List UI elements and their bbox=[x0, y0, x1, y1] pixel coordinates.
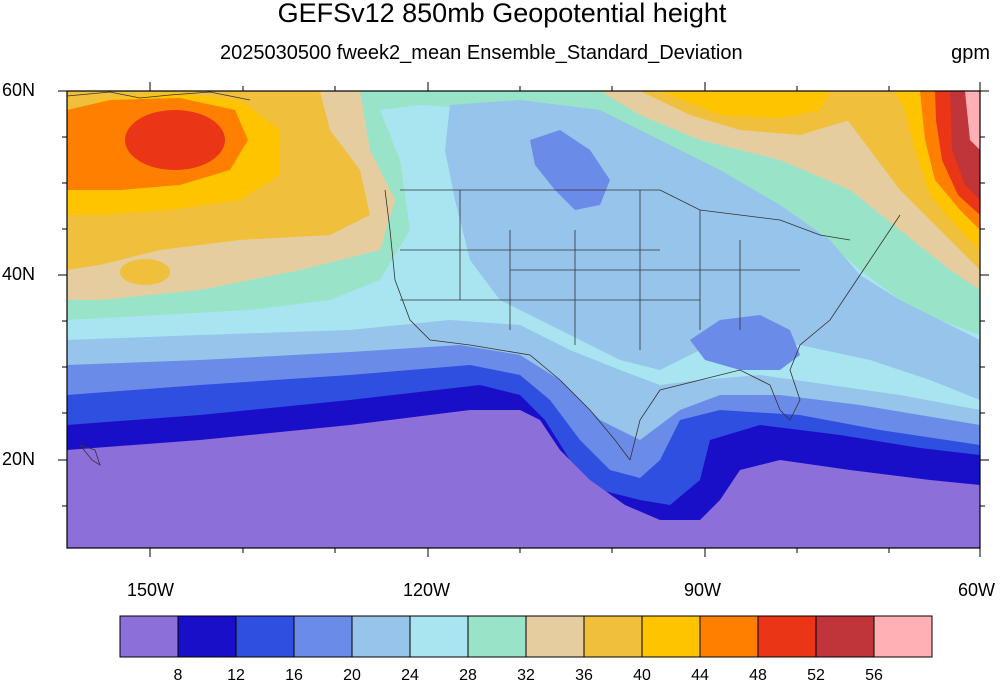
colorbar-swatch bbox=[583, 615, 643, 658]
colorbar-level-label: 56 bbox=[865, 667, 883, 684]
colorbar-swatch bbox=[177, 615, 237, 658]
colorbar-swatch bbox=[119, 615, 179, 658]
colorbar-swatch bbox=[351, 615, 411, 658]
lat-label-60n: 60N bbox=[2, 80, 36, 100]
colorbar-level-label: 32 bbox=[517, 667, 535, 684]
contour-band-max bbox=[965, 91, 980, 150]
colorbar-level-label: 28 bbox=[459, 667, 477, 684]
map-frame bbox=[66, 90, 981, 549]
contour-band-52-56-west bbox=[125, 110, 225, 170]
contour-blob-20-24-southeast bbox=[690, 315, 800, 370]
lon-ticks bbox=[149, 82, 981, 557]
colorbar-level-label: 20 bbox=[343, 667, 361, 684]
colorbar-swatch bbox=[873, 615, 933, 658]
contour-blob-40 bbox=[120, 259, 170, 285]
lon-label-90w: 90W bbox=[684, 580, 722, 600]
colorbar-swatch bbox=[525, 615, 585, 658]
lat-label-20n: 20N bbox=[2, 449, 36, 469]
contour-band-44-48-north bbox=[660, 91, 830, 118]
colorbar-swatch bbox=[293, 615, 353, 658]
colorbar-swatch bbox=[409, 615, 469, 658]
colorbar-swatch bbox=[641, 615, 701, 658]
colorbar bbox=[119, 615, 933, 658]
colorbar-level-label: 40 bbox=[633, 667, 651, 684]
lon-label-150w: 150W bbox=[127, 580, 175, 600]
lon-label-120w: 120W bbox=[403, 580, 451, 600]
colorbar-level-label: 52 bbox=[807, 667, 825, 684]
map-title: GEFSv12 850mb Geopotential height bbox=[277, 0, 727, 28]
contour-band-8-12 bbox=[67, 410, 980, 548]
colorbar-swatch bbox=[699, 615, 759, 658]
colorbar-level-label: 36 bbox=[575, 667, 593, 684]
contour-field bbox=[67, 91, 980, 548]
coastlines bbox=[67, 91, 901, 466]
colorbar-level-label: 8 bbox=[173, 667, 183, 684]
colorbar-level-label: 12 bbox=[227, 667, 245, 684]
colorbar-swatch bbox=[815, 615, 875, 658]
lat-label-40n: 40N bbox=[2, 264, 36, 284]
lon-label-60w: 60W bbox=[958, 580, 996, 600]
lat-ticks bbox=[58, 90, 989, 507]
colorbar-level-label: 24 bbox=[401, 667, 419, 684]
colorbar-swatch bbox=[467, 615, 527, 658]
colorbar-level-label: 16 bbox=[285, 667, 303, 684]
colorbar-swatch bbox=[757, 615, 817, 658]
map-subtitle: 2025030500 fweek2_mean Ensemble_Standard… bbox=[220, 42, 743, 64]
colorbar-level-label: 44 bbox=[691, 667, 709, 684]
units-label: gpm bbox=[951, 42, 990, 64]
colorbar-level-label: 48 bbox=[749, 667, 767, 684]
colorbar-swatch bbox=[235, 615, 295, 658]
